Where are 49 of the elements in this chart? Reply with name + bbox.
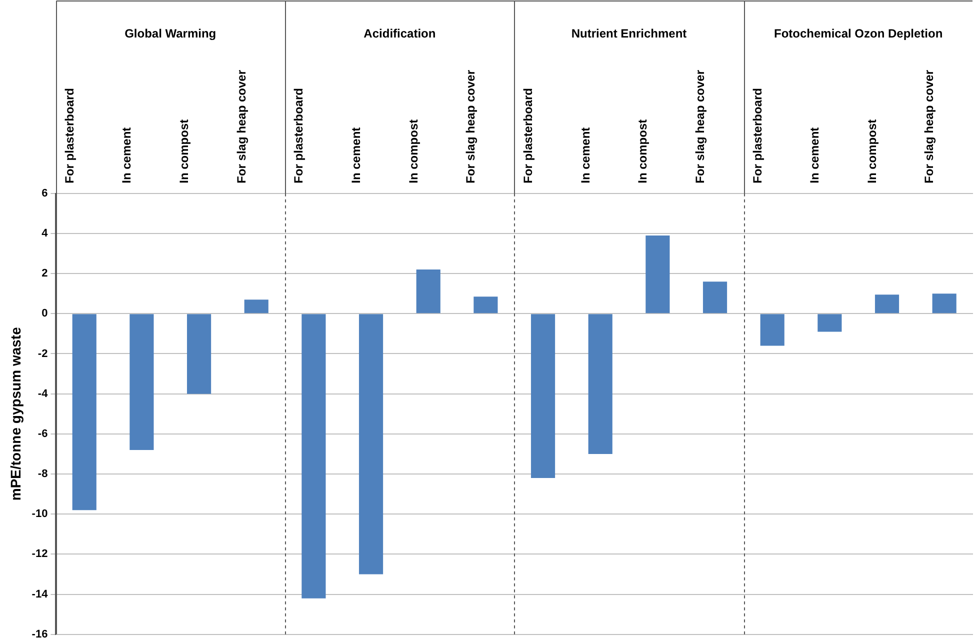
- y-tick-label: -12: [32, 548, 48, 560]
- y-tick-label: 4: [42, 228, 49, 240]
- x-tick-label: For slag heap cover: [234, 70, 248, 184]
- x-tick-label: In cement: [348, 127, 363, 184]
- x-tick-label: For plasterboard: [292, 88, 306, 184]
- y-tick-label: -14: [32, 588, 49, 600]
- bar: [358, 314, 384, 574]
- y-tick-label: -4: [38, 388, 49, 400]
- x-tick-label: For slag heap cover: [692, 70, 707, 184]
- x-tick-label: In compost: [406, 119, 420, 184]
- x-tick-label: For slag heap cover: [922, 70, 936, 184]
- bar: [646, 235, 670, 314]
- y-tick-label: 6: [42, 187, 48, 200]
- bar: [416, 270, 440, 314]
- y-tick-label: 2: [42, 268, 48, 280]
- y-tick-label: 0: [42, 308, 48, 320]
- x-tick-label: In compost: [864, 119, 879, 184]
- bar: [818, 314, 842, 332]
- text: Nutrient Enrichment: [571, 26, 687, 40]
- y-tick-label: -10: [32, 508, 48, 520]
- bar: [760, 314, 784, 346]
- bar: [302, 314, 326, 598]
- text: Fotochemical Ozon Depletion: [774, 26, 943, 40]
- y-tick-label: -16: [32, 628, 48, 640]
- y-axis-title: mPE/tonne gypsum waste: [7, 326, 24, 501]
- bar: [588, 314, 612, 454]
- x-tick-label: In compost: [636, 119, 650, 184]
- x-tick-label: For slag heap cover: [464, 70, 478, 184]
- text: Acidification: [364, 26, 436, 40]
- bar: [530, 314, 556, 478]
- x-tick-label: In compost: [176, 119, 191, 184]
- text: Global Warming: [124, 26, 216, 40]
- bar: [244, 300, 268, 314]
- y-tick-label: -8: [38, 468, 48, 480]
- x-tick-label: For plasterboard: [520, 88, 535, 184]
- x-tick-label: For plasterboard: [62, 88, 76, 184]
- bar: [932, 294, 956, 314]
- y-tick-label: -6: [38, 428, 48, 440]
- bar: [474, 296, 498, 314]
- bar: [72, 314, 96, 510]
- x-tick-label: In cement: [808, 127, 822, 184]
- bar: [874, 294, 900, 314]
- x-tick-label: In cement: [120, 127, 134, 184]
- bar: [702, 282, 728, 314]
- bar: [130, 314, 154, 450]
- x-tick-label: In cement: [578, 127, 592, 184]
- x-tick-label: For plasterboard: [750, 88, 764, 184]
- bar: [186, 314, 212, 394]
- y-tick-label: -2: [38, 348, 48, 360]
